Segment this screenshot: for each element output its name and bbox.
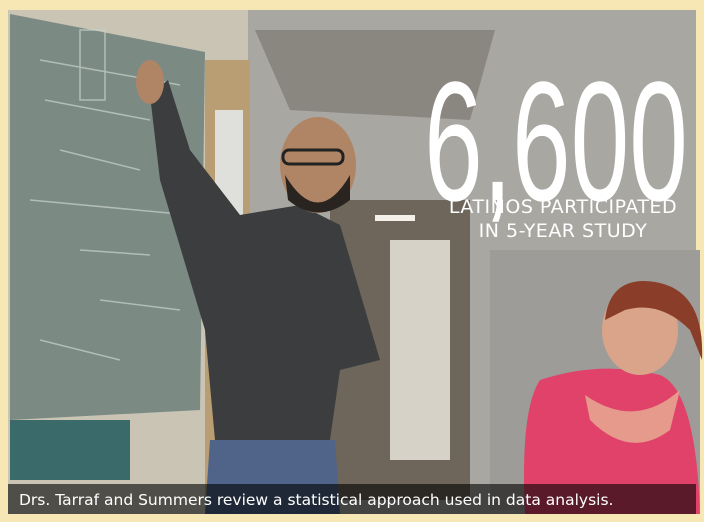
photo-frame: 6,600 LATINOS PARTICIPATED IN 5-YEAR STU… [0, 0, 704, 522]
caption: Drs. Tarraf and Summers review a statist… [19, 491, 613, 509]
stat-line: LATINOS PARTICIPATED [449, 196, 677, 218]
page: 6,600 LATINOS PARTICIPATED IN 5-YEAR STU… [0, 0, 704, 522]
stat-line: IN 5-YEAR STUDY [479, 220, 648, 242]
